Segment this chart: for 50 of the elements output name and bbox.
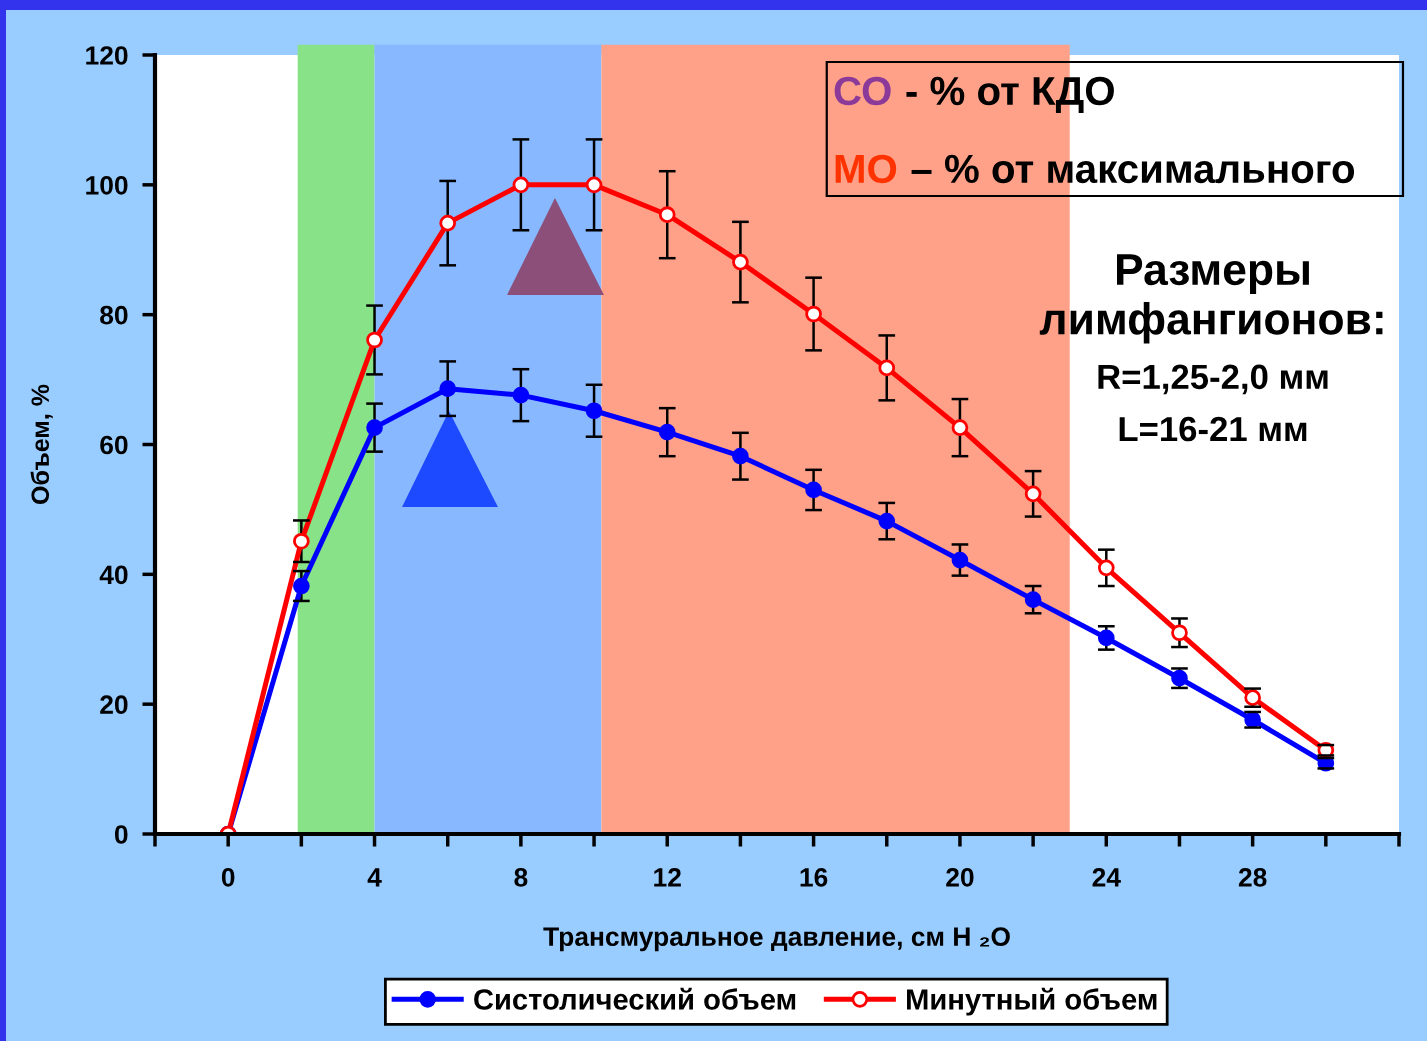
point <box>732 447 749 465</box>
annotation: R=1,25-2,0 мм <box>1098 364 1328 395</box>
x-tick-label: 8 <box>514 868 528 887</box>
point <box>585 402 603 420</box>
point <box>366 331 383 349</box>
x-tick-label: 20 <box>946 868 974 887</box>
x-axis-title: Трансмуральное давление, см H ₂O <box>543 927 1010 952</box>
y-axis-title: Объем, % <box>30 384 53 504</box>
point <box>732 253 749 271</box>
x-tick-label: 12 <box>654 868 681 887</box>
y-tick-label: 0 <box>114 825 128 844</box>
point <box>951 419 969 436</box>
point <box>658 206 676 224</box>
point <box>951 551 969 569</box>
point <box>1024 485 1042 503</box>
point <box>293 577 310 595</box>
point <box>439 380 457 398</box>
annotation: Размеры лимфангионов: <box>1039 254 1383 344</box>
annotation: СО <box>834 76 891 106</box>
x-tick-label: 16 <box>800 868 828 887</box>
annotation: - % от КДО <box>906 76 1114 113</box>
point <box>1171 624 1188 642</box>
point <box>293 532 310 550</box>
y-tick-label: 40 <box>99 565 128 585</box>
point <box>658 423 676 441</box>
point <box>878 512 896 530</box>
x-tick-label: 28 <box>1238 868 1267 887</box>
point <box>878 359 896 377</box>
annotation: L=16-21 мм <box>1119 416 1307 442</box>
legend-label: Систолический объем <box>474 987 796 1010</box>
x-tick-label: 24 <box>1092 868 1121 887</box>
point <box>1024 591 1042 608</box>
y-tick-label: 20 <box>100 695 128 714</box>
legend-label: Минутный объем <box>907 987 1157 1016</box>
point <box>512 386 530 404</box>
y-tick-label: 60 <box>100 435 128 455</box>
x-tick-label: 0 <box>221 868 235 887</box>
point <box>1097 559 1115 577</box>
y-tick-label: 100 <box>86 175 128 195</box>
point <box>439 214 457 232</box>
point <box>366 419 383 436</box>
point <box>585 176 603 194</box>
point <box>805 305 822 323</box>
point <box>512 176 530 194</box>
annotation: – % от максимального <box>911 154 1355 184</box>
annotation: МО <box>835 154 897 184</box>
point <box>805 481 822 499</box>
y-tick-label: 80 <box>100 305 128 325</box>
y-tick-label: 120 <box>86 46 128 65</box>
x-tick-label: 4 <box>367 868 382 887</box>
